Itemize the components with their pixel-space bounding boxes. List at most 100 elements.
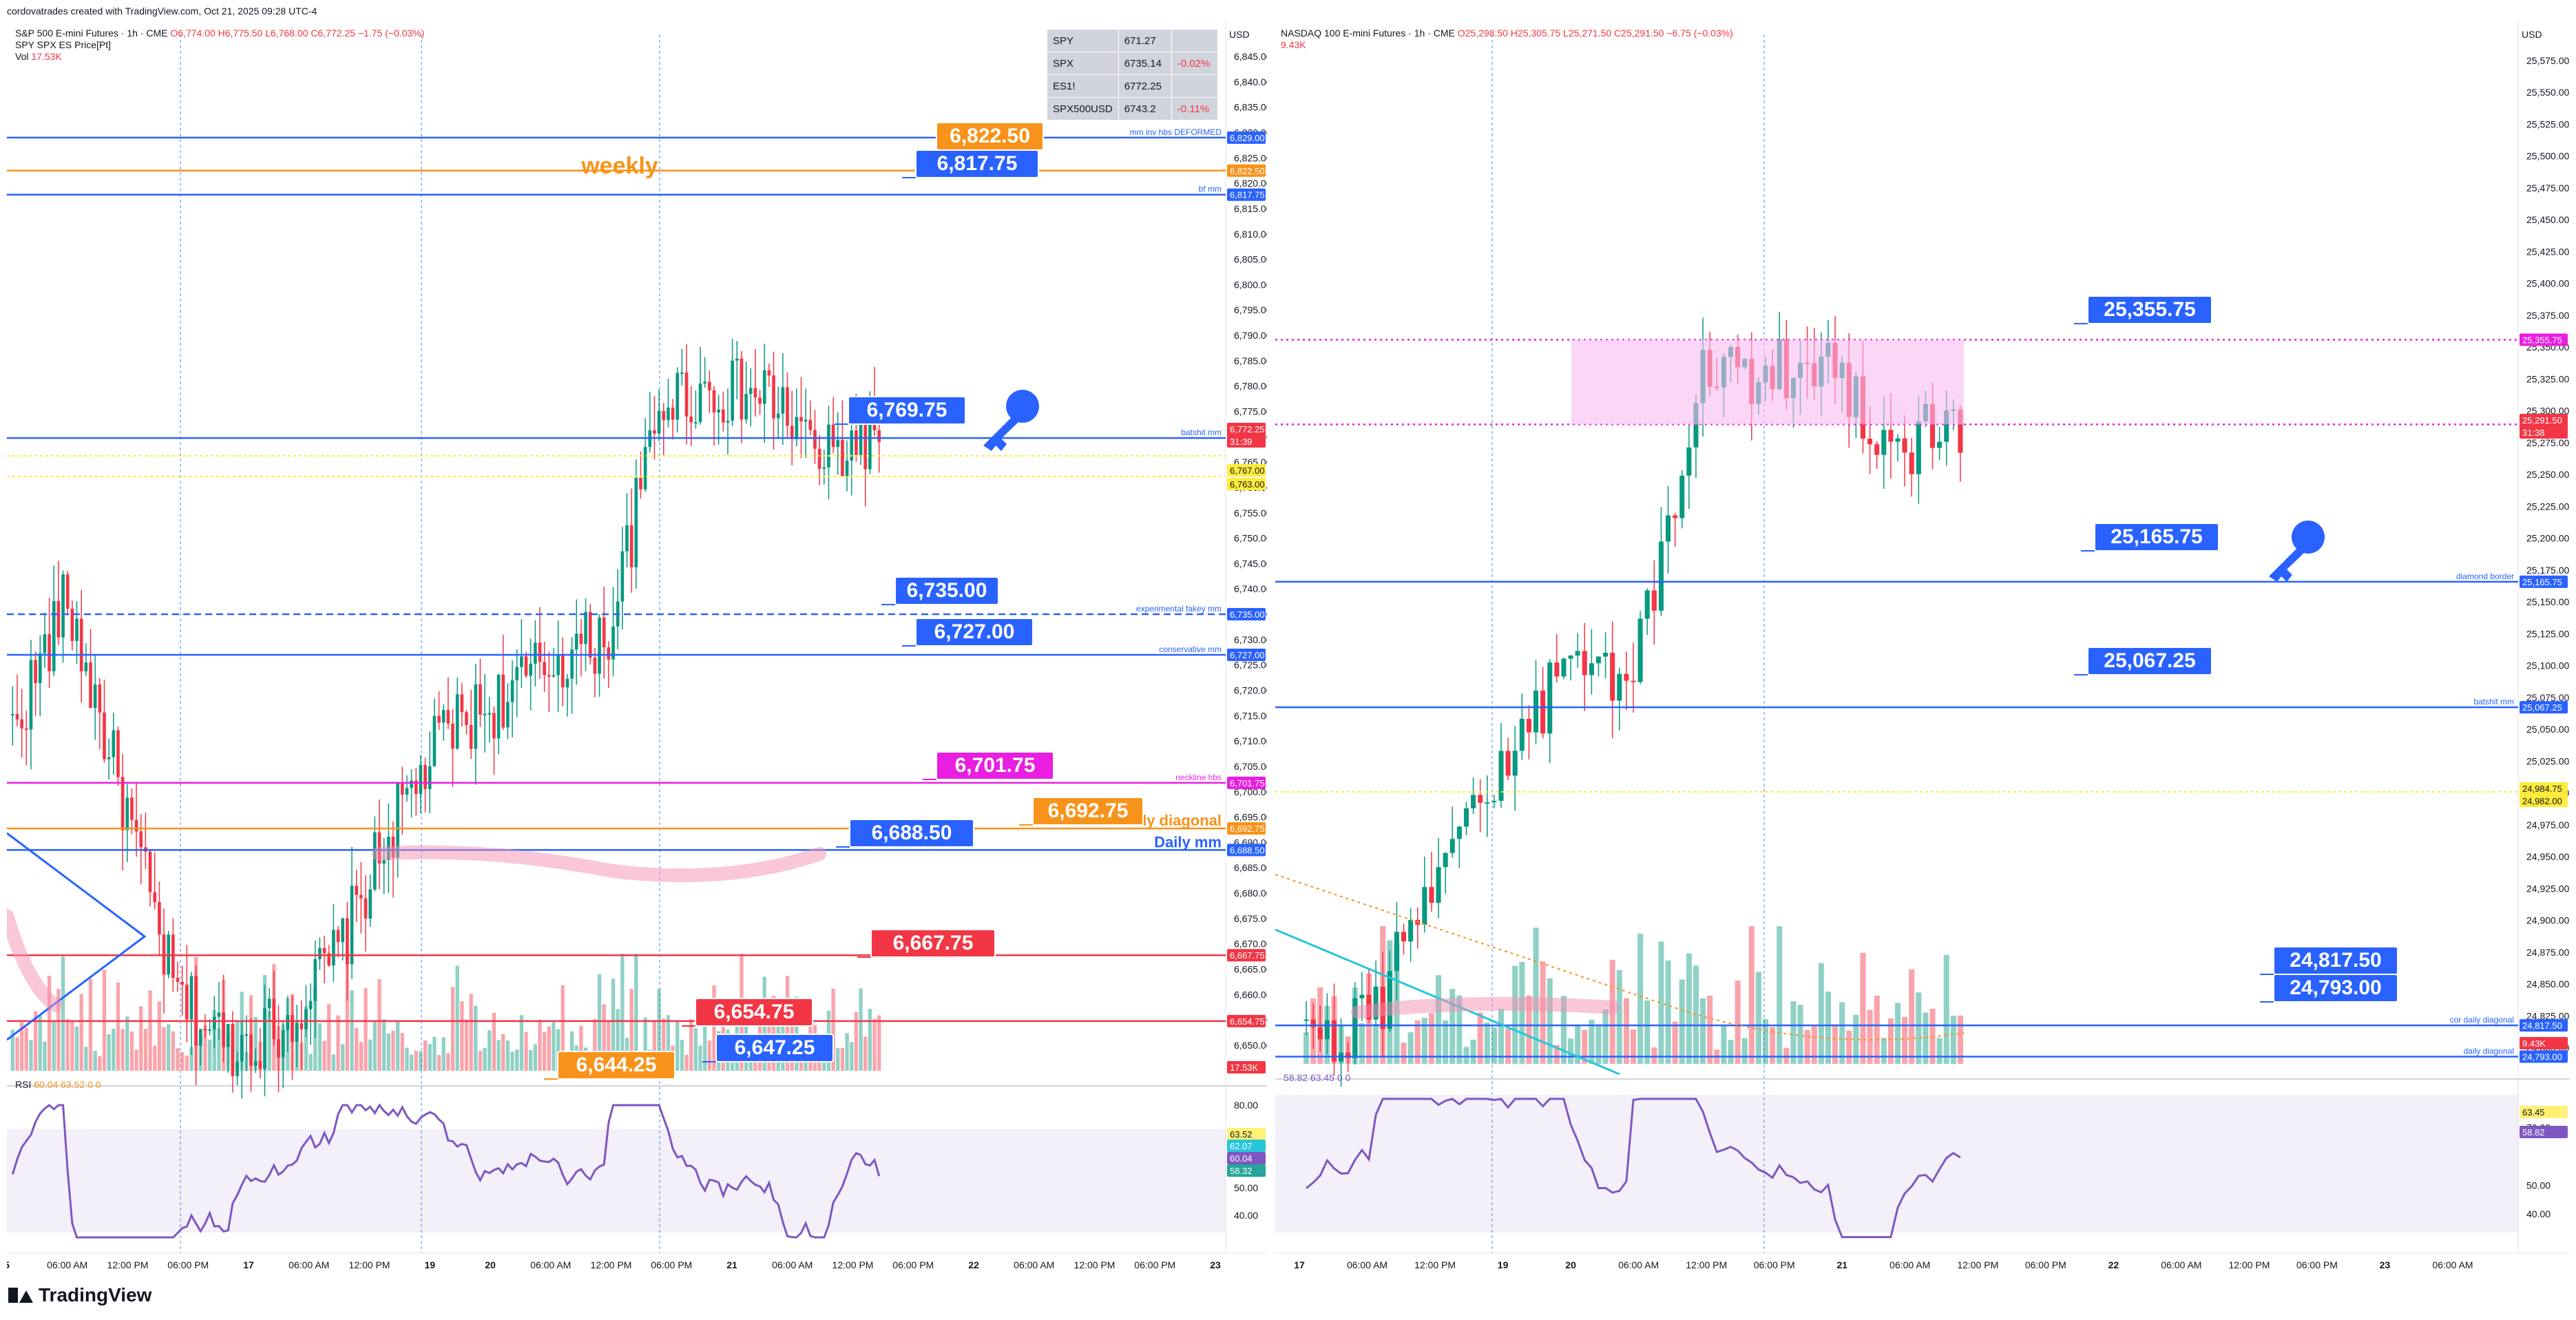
volume-bar: [1672, 1021, 1678, 1064]
candle-body: [244, 1034, 249, 1036]
volume-bar: [579, 1025, 583, 1071]
volume-bar: [88, 978, 93, 1071]
volume-bar: [698, 1045, 702, 1071]
candle-body: [171, 934, 175, 978]
volume-bar: [189, 1047, 193, 1071]
volume-bar: [1762, 1018, 1769, 1064]
volume-bar: [207, 1039, 212, 1071]
level-badge: [1227, 188, 1266, 201]
candle-body: [744, 394, 748, 420]
quote-price: 6772.25: [1118, 74, 1172, 98]
volume-bar: [212, 1009, 216, 1071]
candle-body: [38, 653, 42, 683]
candle-body: [533, 642, 537, 664]
volume-bar: [405, 1047, 409, 1071]
price-tick-label: 6,840.00: [1234, 76, 1267, 87]
volume-bar: [345, 954, 350, 1071]
candle-body: [684, 372, 689, 417]
volume-bar: [1916, 992, 1922, 1064]
candle-body: [10, 714, 14, 716]
volume-bar: [286, 998, 290, 1071]
candle-body: [1303, 1019, 1309, 1021]
volume-bar: [1407, 1032, 1414, 1064]
volume-bar: [515, 1049, 519, 1071]
candle-body: [222, 1012, 225, 1047]
right-chart-panel[interactable]: 25,575.00 25,550.00 25,525.00 25,500.00 25,4…: [1275, 21, 2570, 1274]
price-callout: [2094, 523, 2219, 552]
candle-body: [620, 551, 625, 602]
price-tick-label: 6,845.00: [1234, 51, 1267, 62]
candle-body: [479, 684, 482, 715]
volume-bar: [1700, 998, 1706, 1064]
price-tick-label: 6,795.00: [1234, 304, 1267, 315]
volume-bar: [47, 976, 52, 1071]
time-tick-label: 06:00 AM: [530, 1259, 571, 1270]
volume-bar: [1741, 1038, 1748, 1064]
price-tick-label: 6,720.00: [1234, 684, 1267, 695]
volume-bar: [1923, 1012, 1929, 1064]
candle-body: [483, 713, 487, 715]
volume-bar: [707, 1040, 711, 1071]
candle-body: [877, 430, 881, 442]
time-tick-label: 12:00 PM: [591, 1259, 632, 1270]
volume-bar: [730, 1054, 735, 1071]
candle-body: [552, 675, 556, 677]
candle-body: [89, 662, 92, 709]
volume-bar: [1644, 1000, 1651, 1064]
right-chart-svg[interactable]: 25,575.00 25,550.00 25,525.00 25,500.00 25,4…: [1275, 21, 2570, 1274]
volume-bar: [492, 1012, 496, 1071]
candle-body: [543, 662, 546, 675]
price-callout-text: 6,735.00: [907, 579, 987, 602]
candle-body: [103, 712, 106, 759]
price-callout-text: 6,688.50: [872, 821, 952, 844]
price-tick-label: 6,725.00: [1234, 660, 1267, 671]
candle-body: [813, 430, 817, 449]
level-badge: [1227, 648, 1266, 661]
candle-body: [93, 684, 97, 709]
candle-body: [667, 407, 670, 421]
candle-body: [570, 649, 574, 679]
volume-bar: [877, 1015, 881, 1071]
volume-bar: [198, 1036, 202, 1071]
level-badge: [2520, 1050, 2568, 1063]
volume-bar: [1345, 1036, 1351, 1064]
candle-body: [1331, 1020, 1337, 1062]
time-tick-label: 06:00 PM: [1134, 1259, 1175, 1270]
volume-bar: [368, 1039, 373, 1071]
price-tick-label: 6,665.00: [1234, 963, 1267, 974]
candle-body: [15, 714, 19, 720]
candle-body: [350, 886, 354, 965]
credit-line: cordovatrades created with TradingView.c…: [7, 6, 317, 17]
left-chart-svg[interactable]: 6,845.006,840.006,835.006,830.006,825.00…: [7, 21, 1267, 1274]
volume-bar: [409, 1054, 414, 1071]
volume-bar: [684, 1054, 689, 1071]
level-badge-text: 6,822.50: [1230, 166, 1265, 176]
candle-body: [1345, 1052, 1351, 1058]
volume-bar: [872, 1018, 877, 1071]
price-tick-label: 25,400.00: [2526, 278, 2569, 289]
candle-body: [1944, 410, 1949, 442]
price-tick-label: 25,225.00: [2526, 501, 2569, 512]
volume-bar: [1839, 1002, 1845, 1064]
left-vol-label: Vol: [15, 51, 29, 62]
candle-body: [1554, 662, 1560, 677]
price-callout-text: 6,667.75: [893, 932, 974, 954]
time-tick-label: 06:00 AM: [2432, 1259, 2473, 1270]
price-tick-label: 6,710.00: [1234, 735, 1267, 746]
axis-badge-text: 58.82: [2522, 1127, 2545, 1138]
volume-bar: [483, 1048, 487, 1071]
candle-body: [1449, 839, 1455, 853]
volume-bar: [1560, 996, 1567, 1064]
candle-body: [817, 448, 821, 469]
price-callout: [936, 751, 1054, 780]
left-chart-panel[interactable]: 6,845.006,840.006,835.006,830.006,825.00…: [7, 21, 1267, 1274]
volume-bar: [616, 1009, 620, 1071]
volume-bar: [542, 1031, 547, 1071]
price-tick-label: 6,780.00: [1234, 381, 1267, 392]
volume-bar: [1401, 1043, 1407, 1064]
axis-badge-text: 24,982.00: [2522, 796, 2562, 806]
axis-badge: [1227, 478, 1266, 490]
candle-body: [474, 684, 478, 749]
candle-body: [1561, 658, 1567, 677]
candle-body: [822, 467, 826, 469]
